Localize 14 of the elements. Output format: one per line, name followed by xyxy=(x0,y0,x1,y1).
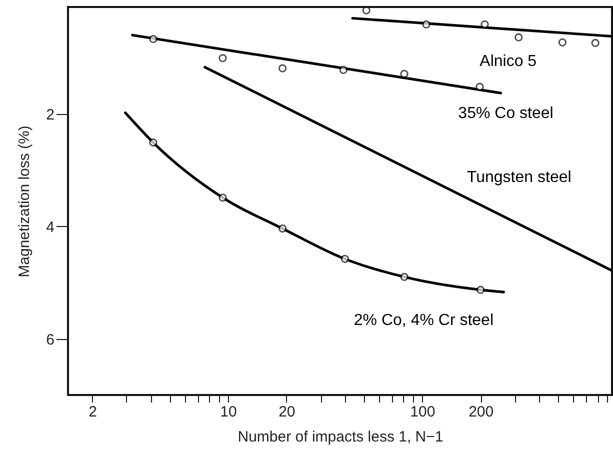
series-label: Alnico 5 xyxy=(480,53,537,70)
y-tick-label: 4 xyxy=(46,218,54,236)
x-tick-label: 200 xyxy=(468,404,494,420)
y-tick-label: 2 xyxy=(46,106,54,124)
y-axis-title: Magnetization loss (%) xyxy=(16,126,34,278)
x-tick-label: 2 xyxy=(88,404,97,420)
x-tick-label: 10 xyxy=(220,404,237,420)
x-tick-label: 100 xyxy=(410,404,436,420)
x-axis-title: Number of impacts less 1, N−1 xyxy=(238,428,444,446)
y-tick-label: 6 xyxy=(46,331,54,348)
x-tick-label: 20 xyxy=(278,404,296,420)
series-label: 35% Co steel xyxy=(458,105,554,122)
series-label: Tungsten steel xyxy=(466,169,572,186)
series-label: 2% Co, 4% Cr steel xyxy=(354,312,494,330)
